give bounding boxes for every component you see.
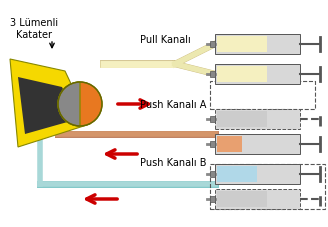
FancyBboxPatch shape: [217, 67, 267, 83]
FancyBboxPatch shape: [215, 164, 300, 184]
FancyBboxPatch shape: [215, 109, 300, 129]
FancyBboxPatch shape: [210, 141, 215, 147]
FancyBboxPatch shape: [217, 166, 257, 182]
FancyBboxPatch shape: [215, 189, 300, 209]
FancyBboxPatch shape: [210, 196, 215, 202]
FancyBboxPatch shape: [215, 65, 300, 85]
Text: 3 Lümenli
Katater: 3 Lümenli Katater: [10, 18, 58, 39]
Text: Push Kanalı A: Push Kanalı A: [140, 100, 206, 109]
Circle shape: [58, 83, 102, 126]
Text: Pull Kanalı: Pull Kanalı: [140, 35, 191, 45]
Wedge shape: [58, 83, 80, 126]
FancyBboxPatch shape: [210, 72, 215, 78]
FancyBboxPatch shape: [215, 134, 300, 154]
FancyBboxPatch shape: [217, 136, 242, 152]
FancyBboxPatch shape: [210, 42, 215, 48]
Text: Push Kanalı B: Push Kanalı B: [140, 157, 207, 167]
FancyBboxPatch shape: [215, 35, 300, 55]
Polygon shape: [18, 78, 78, 134]
FancyBboxPatch shape: [217, 111, 267, 127]
FancyBboxPatch shape: [210, 171, 215, 177]
FancyBboxPatch shape: [210, 116, 215, 122]
FancyBboxPatch shape: [217, 191, 267, 207]
Polygon shape: [10, 60, 90, 147]
FancyBboxPatch shape: [217, 37, 267, 53]
